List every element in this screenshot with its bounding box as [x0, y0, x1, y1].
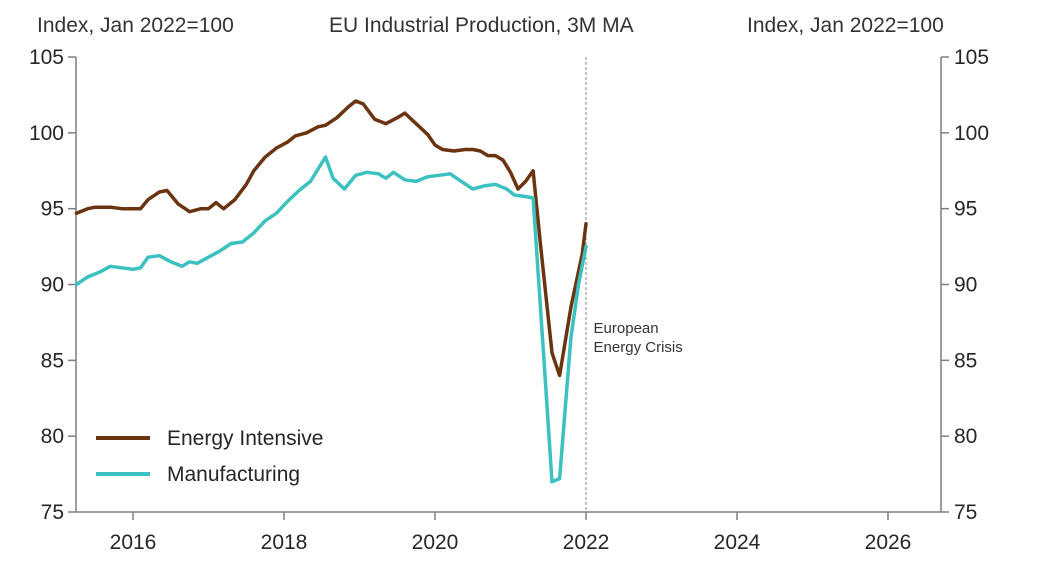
series-line-manufacturing — [74, 155, 588, 484]
left-y-tick-label: 90 — [41, 274, 64, 297]
x-tick-label: 2026 — [865, 531, 912, 554]
right-y-tick-label: 80 — [954, 425, 977, 448]
left-y-tick-label: 75 — [41, 501, 64, 524]
right-axis-unit-label: Index, Jan 2022=100 — [747, 14, 944, 37]
x-tick-label: 2024 — [714, 531, 761, 554]
x-tick-label: 2020 — [412, 531, 459, 554]
left-axis-unit-label: Index, Jan 2022=100 — [37, 14, 234, 37]
left-y-tick-label: 85 — [41, 349, 64, 372]
right-y-tick-label: 75 — [954, 501, 977, 524]
right-y-tick-label: 95 — [954, 198, 977, 221]
energy-crisis-annotation: Energy Crisis — [594, 339, 683, 356]
x-tick-label: 2016 — [110, 531, 157, 554]
left-y-tick-label: 80 — [41, 425, 64, 448]
x-tick-label: 2022 — [563, 531, 610, 554]
left-y-tick-label: 95 — [41, 198, 64, 221]
right-y-tick-label: 105 — [954, 46, 989, 69]
left-y-tick-label: 105 — [29, 46, 64, 69]
right-y-tick-label: 100 — [954, 122, 989, 145]
chart-title: EU Industrial Production, 3M MA — [329, 14, 634, 37]
legend-label-energy-intensive: Energy Intensive — [167, 427, 323, 450]
right-y-tick-label: 85 — [954, 349, 977, 372]
legend-label-manufacturing: Manufacturing — [167, 463, 300, 486]
energy-crisis-annotation: European — [594, 320, 659, 337]
series-line-energy-intensive — [74, 99, 588, 378]
right-y-tick-label: 90 — [954, 274, 977, 297]
left-y-tick-label: 100 — [29, 122, 64, 145]
x-tick-label: 2018 — [261, 531, 308, 554]
